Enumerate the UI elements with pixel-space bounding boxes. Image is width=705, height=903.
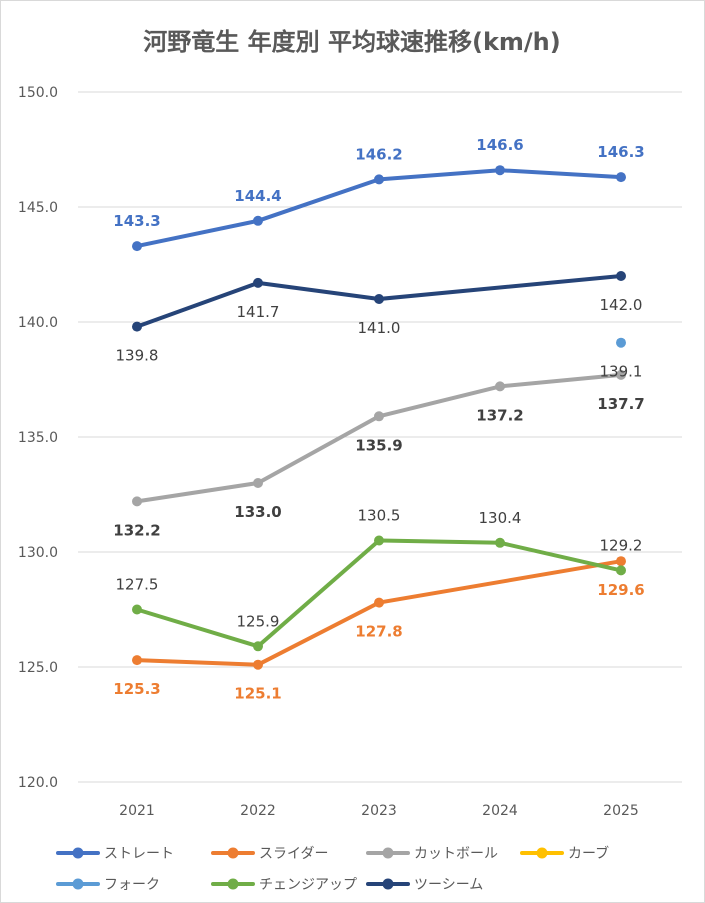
data-point [374,294,384,304]
data-label: 125.9 [237,612,280,630]
legend-swatch-marker [72,847,84,859]
data-label: 146.2 [355,145,402,163]
data-point [616,556,626,567]
legend-label: ツーシーム [414,877,483,893]
data-label: 132.2 [113,521,160,539]
data-label: 127.5 [116,576,159,594]
data-label: 135.9 [355,436,402,454]
data-label: 141.7 [237,303,280,321]
data-point [253,277,263,288]
data-label: 144.4 [234,187,281,205]
data-label: 139.8 [116,347,159,365]
data-label: 133.0 [234,503,281,521]
data-point [253,478,263,488]
legend-label: ストレート [104,846,174,862]
data-label: 146.3 [597,143,644,161]
data-point [253,215,263,226]
legend-label: フォーク [104,877,160,893]
series-line [135,559,623,667]
x-tick-label: 2022 [240,803,276,819]
data-point [132,604,142,615]
legend-label: カットボール [414,846,498,862]
data-point [616,172,626,183]
data-point [253,659,263,670]
data-point [374,411,384,422]
x-axis-ticks: 2021 2022 2023 2024 2025 [119,803,639,819]
data-point [495,537,505,548]
data-point [253,641,263,652]
data-point [374,535,384,546]
y-tick-label: 135.0 [18,430,58,446]
y-tick-label: 140.0 [18,315,58,331]
data-point [132,241,142,252]
y-tick-label: 145.0 [18,200,58,216]
x-tick-label: 2025 [603,803,639,819]
y-tick-label: 125.0 [18,660,58,676]
legend-label: カーブ [568,845,609,862]
data-label: 125.1 [234,685,281,703]
data-point [132,496,142,507]
legend-swatch-marker [227,878,239,890]
data-label: 143.3 [113,212,160,230]
legend-label: チェンジアップ [259,877,357,893]
data-labels: 143.3 144.4 146.2 146.6 146.3 125.3 125.1 127.8… [113,136,644,703]
series-line [135,274,623,329]
legend-swatch-marker [227,847,239,859]
data-label: 142.0 [600,296,643,314]
data-point [616,369,626,380]
legend-swatch-marker [382,847,394,859]
y-tick-label: 150.0 [18,85,58,101]
y-axis-ticks: 120.0 125.0 130.0 135.0 140.0 145.0 150.0 [18,85,58,791]
data-label: 137.7 [597,395,644,413]
data-label: 125.3 [113,680,160,698]
data-point [495,381,505,392]
data-point [374,597,384,608]
x-tick-label: 2021 [119,803,155,819]
data-label: 127.8 [355,623,402,641]
gridlines [78,91,682,783]
y-tick-label: 130.0 [18,545,58,561]
data-label: 130.4 [479,509,522,527]
data-label: 129.2 [600,536,643,554]
data-point [616,565,626,576]
chart-title: 河野竜生 年度別 平均球速推移(km/h) [143,28,560,56]
x-tick-label: 2023 [361,803,397,819]
y-tick-label: 120.0 [18,775,58,791]
x-tick-label: 2024 [482,803,518,819]
data-label: 139.1 [600,363,643,381]
data-label: 146.6 [476,136,523,154]
series-lines [132,165,626,670]
legend-swatch-marker [72,878,84,890]
data-label: 130.5 [358,507,401,525]
legend-label: スライダー [259,846,328,862]
data-label: 141.0 [358,319,401,337]
data-label: 137.2 [476,406,523,424]
legend-swatch-marker [536,847,548,859]
data-point [132,321,142,332]
data-point [495,165,505,176]
data-point [616,337,626,348]
data-point [374,174,384,185]
data-point [616,271,626,281]
data-point [132,655,142,666]
legend-swatch-marker [382,878,394,890]
data-label: 129.6 [597,581,644,599]
